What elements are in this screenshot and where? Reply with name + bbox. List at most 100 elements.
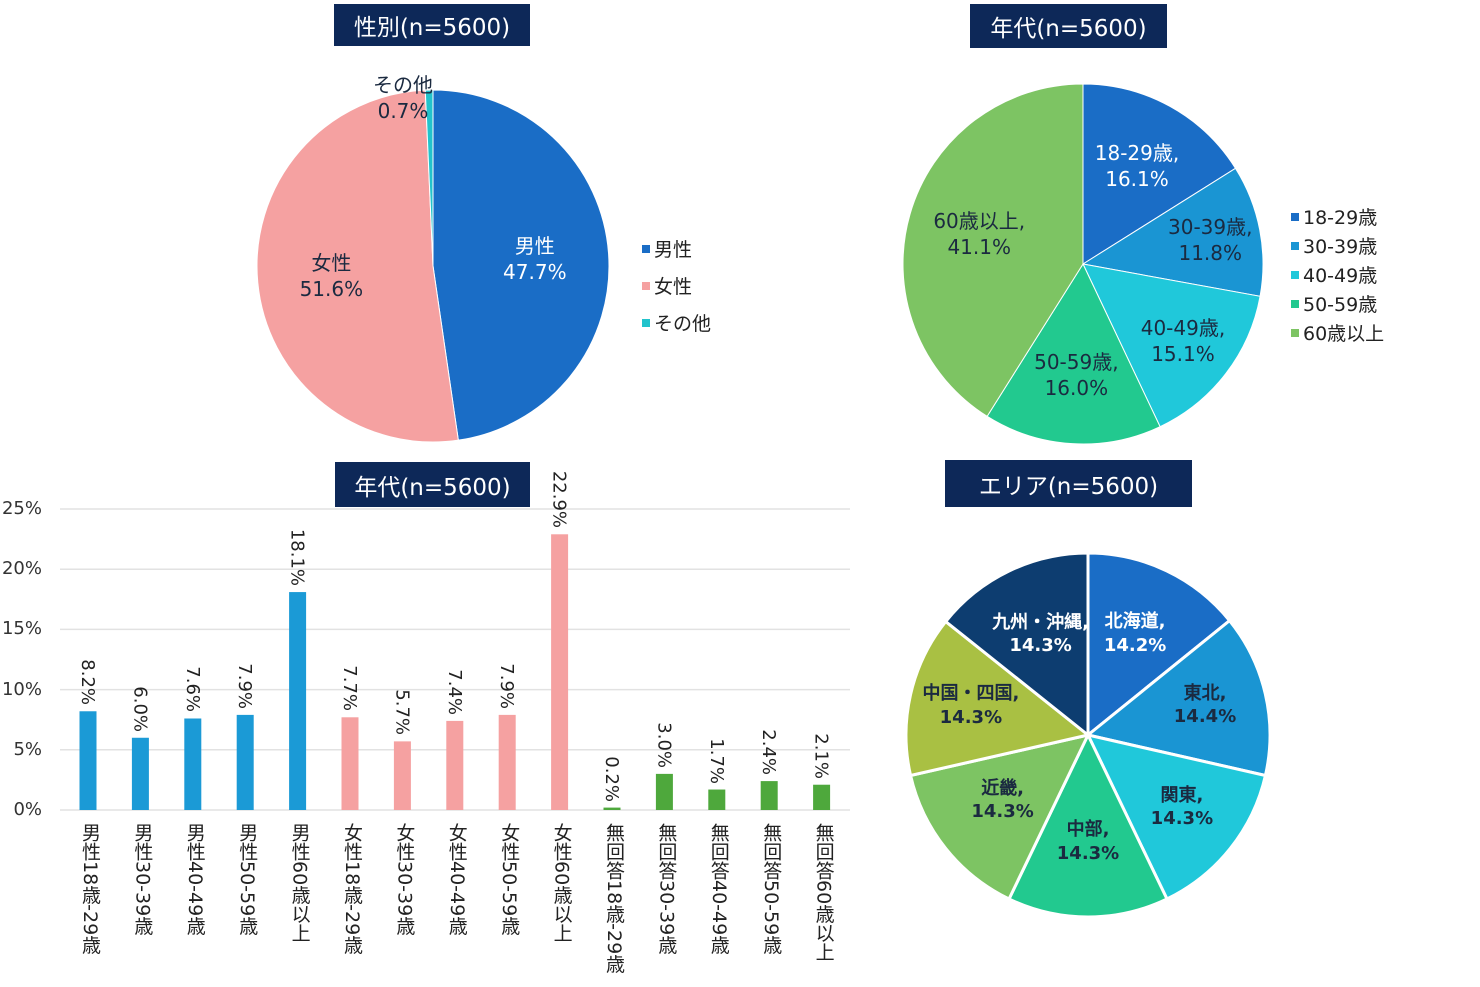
bar-8 bbox=[498, 714, 516, 810]
pie-data-label-1: 30-39歳, 11.8% bbox=[1110, 214, 1310, 266]
bar-13 bbox=[760, 781, 778, 810]
legend-item-0: 男性 bbox=[642, 235, 692, 262]
pie-data-label-3: 中部, 14.3% bbox=[988, 818, 1188, 865]
slice-value: 14.2% bbox=[1103, 634, 1167, 656]
y-tick-label: 15% bbox=[1, 618, 42, 640]
pie-slice-1 bbox=[256, 89, 459, 443]
x-tick-label: 女性40-49歳 bbox=[445, 823, 468, 936]
x-tick-label: 男性50-59歳 bbox=[236, 823, 259, 936]
bar-value-label: 7.6% bbox=[181, 666, 203, 713]
slice-name: 18-29歳, bbox=[1094, 141, 1180, 166]
bar-chart-title: 年代(n=5600) bbox=[335, 462, 530, 507]
pie-slice-0 bbox=[1082, 83, 1237, 265]
area-pie-title: エリア(n=5600) bbox=[945, 460, 1192, 507]
bar-0 bbox=[79, 711, 97, 810]
slice-value: 14.3% bbox=[1009, 635, 1072, 656]
pie-slice-1 bbox=[1084, 618, 1272, 778]
pie-data-label-0: 18-29歳, 16.1% bbox=[1037, 140, 1237, 192]
bar-value-label: 7.7% bbox=[339, 665, 360, 712]
bar-value-label: 6.0% bbox=[129, 686, 151, 732]
bar-4 bbox=[289, 592, 307, 810]
pie-data-label-5: 中国・四国, 14.3% bbox=[871, 682, 1071, 729]
y-tick-label: 25% bbox=[1, 498, 42, 519]
bar-value-label: 7.4% bbox=[443, 669, 465, 715]
x-tick-label: 無回答30-39歳 bbox=[655, 823, 678, 955]
bar-value-label: 2.1% bbox=[810, 732, 832, 779]
bar-12 bbox=[708, 789, 726, 810]
pie-slice-5 bbox=[904, 619, 1092, 778]
legend-swatch bbox=[642, 318, 650, 327]
legend-item-0: 18-29歳 bbox=[1291, 203, 1377, 230]
age-pie-title: 年代(n=5600) bbox=[970, 4, 1167, 48]
x-tick-label: 男性60歳以上 bbox=[288, 823, 311, 943]
bar-11 bbox=[655, 773, 673, 810]
pie-data-label-4: 近畿, 14.3% bbox=[903, 777, 1103, 824]
slice-name: 男性 bbox=[514, 233, 555, 258]
bar-2 bbox=[184, 718, 202, 810]
legend-label: 50-59歳 bbox=[1303, 294, 1378, 316]
pie-slice-2 bbox=[1082, 263, 1261, 428]
legend-label: 男性 bbox=[654, 239, 693, 261]
slice-value: 15.1% bbox=[1151, 341, 1215, 366]
bar-value-label: 7.9% bbox=[496, 663, 518, 709]
slice-value: 0.7% bbox=[377, 99, 429, 123]
legend-label: 60歳以上 bbox=[1303, 323, 1385, 345]
bar-10 bbox=[603, 807, 621, 810]
bar-value-label: 2.4% bbox=[758, 729, 780, 776]
bar-7 bbox=[446, 720, 464, 810]
slice-name: 東北, bbox=[1183, 682, 1227, 704]
slice-value: 14.3% bbox=[939, 706, 1003, 728]
bar-value-label: 7.9% bbox=[234, 663, 256, 709]
legend-item-2: その他 bbox=[642, 309, 711, 336]
pie-slice-3 bbox=[986, 262, 1161, 445]
legend-swatch bbox=[1291, 299, 1299, 308]
pie-slice-4 bbox=[902, 83, 1084, 418]
legend-item-1: 女性 bbox=[642, 272, 692, 299]
bar-value-label: 5.7% bbox=[391, 689, 413, 736]
pie-data-label-1: 女性 51.6% bbox=[231, 250, 431, 302]
y-tick-label: 10% bbox=[1, 678, 42, 700]
x-tick-label: 男性18歳-29歳 bbox=[79, 823, 101, 955]
pie-slice-2 bbox=[424, 89, 434, 267]
x-tick-label: 無回答40-49歳 bbox=[707, 823, 730, 955]
x-tick-label: 女性60歳以上 bbox=[550, 823, 573, 943]
x-tick-label: 無回答60歳以上 bbox=[812, 823, 835, 962]
slice-name: 女性 bbox=[311, 250, 352, 275]
pie-data-label-2: 40-49歳, 15.1% bbox=[1083, 315, 1283, 367]
y-tick-label: 5% bbox=[13, 738, 42, 760]
legend-item-3: 50-59歳 bbox=[1291, 290, 1377, 317]
slice-name: 九州・沖縄, bbox=[992, 611, 1090, 633]
slice-name: 中国・四国, bbox=[922, 683, 1020, 705]
bar-5 bbox=[341, 717, 359, 810]
bar-14 bbox=[813, 784, 831, 810]
slice-name: 30-39歳, bbox=[1168, 214, 1253, 239]
legend-swatch bbox=[1291, 328, 1299, 337]
slice-value: 14.4% bbox=[1173, 706, 1237, 728]
bar-value-label: 3.0% bbox=[653, 722, 675, 768]
bar-value-label: 22.9% bbox=[548, 471, 570, 529]
legend-swatch bbox=[1291, 241, 1299, 250]
slice-name: 中部, bbox=[1066, 819, 1110, 841]
legend-swatch bbox=[1291, 270, 1299, 279]
x-tick-label: 無回答50-59歳 bbox=[760, 823, 783, 955]
pie-data-label-2: その他 0.7% bbox=[303, 72, 503, 124]
bar-value-label: 0.2% bbox=[601, 755, 622, 802]
slice-name: 50-59歳, bbox=[1034, 350, 1119, 375]
pie-slice-0 bbox=[1086, 551, 1232, 739]
legend-item-1: 30-39歳 bbox=[1291, 232, 1377, 259]
bar-3 bbox=[236, 714, 254, 810]
slice-name: 近畿, bbox=[981, 778, 1025, 800]
legend-label: 30-39歳 bbox=[1303, 236, 1378, 258]
slice-name: 関東, bbox=[1160, 784, 1204, 806]
bar-value-label: 8.2% bbox=[77, 659, 98, 706]
slice-name: その他 bbox=[373, 73, 433, 97]
pie-data-label-2: 関東, 14.3% bbox=[1082, 784, 1282, 831]
slice-value: 41.1% bbox=[947, 235, 1011, 260]
legend-item-2: 40-49歳 bbox=[1291, 261, 1377, 288]
slice-value: 16.1% bbox=[1105, 167, 1169, 192]
pie-slice-0 bbox=[432, 89, 610, 441]
pie-data-label-3: 50-59歳, 16.0% bbox=[976, 349, 1176, 401]
x-tick-label: 女性50-59歳 bbox=[498, 823, 521, 936]
slice-value: 14.3% bbox=[1150, 808, 1214, 830]
